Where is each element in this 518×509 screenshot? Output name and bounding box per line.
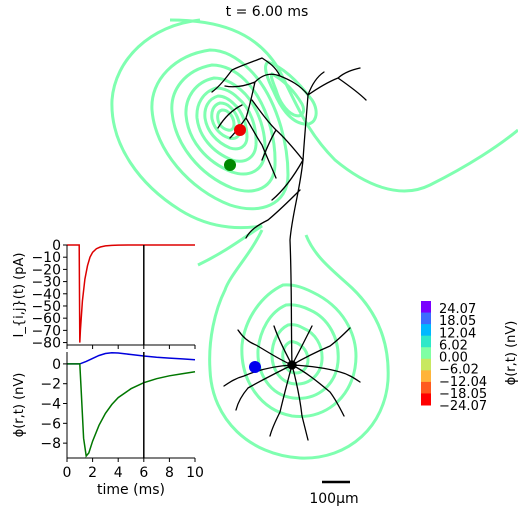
colorbar-swatch: [421, 393, 431, 406]
contour-outer-left: [110, 18, 263, 267]
blue-electrode-dot: [249, 361, 261, 373]
colorbar-tick-label: −6.02: [439, 363, 479, 378]
figure-title: t = 6.00 ms: [226, 4, 309, 20]
extracellular-potential-xlabel: time (ms): [97, 482, 165, 498]
contour-bottom-ring-3: [270, 323, 324, 386]
contour-ring-6: [210, 101, 242, 140]
extracellular-potential-ylabel: ϕ(r,t) (nV): [12, 373, 27, 438]
potential-colorbar: 24.0718.0512.046.020.00−6.02−12.04−18.05…: [421, 301, 518, 414]
extracellular-potential-ytick-label: 0: [52, 357, 61, 373]
contour-right-lobe-1: [264, 60, 318, 126]
colorbar-label: ϕ(r,t) (nV): [504, 321, 518, 386]
extracellular-potential-xtick-label: 2: [88, 465, 97, 481]
colorbar-tick-label: −12.04: [439, 375, 487, 390]
synaptic-current-ytick-label: 0: [52, 238, 61, 254]
extracellular-potential-xtick-label: 6: [139, 465, 148, 481]
contour-ring-3: [184, 76, 267, 176]
extracellular-potential-ytick-label: −4: [40, 397, 61, 413]
synaptic-current-ytick-label: −40: [31, 287, 61, 303]
colorbar-tick-label: 6.02: [439, 338, 468, 353]
colorbar-swatch: [421, 301, 431, 314]
colorbar-swatch: [421, 335, 431, 348]
colorbar-swatch: [421, 312, 431, 325]
extracellular-potential-xtick-label: 4: [114, 465, 123, 481]
colorbar-swatch: [421, 370, 431, 383]
extracellular-potential-ytick-label: −2: [40, 377, 61, 393]
extracellular-potential-ytick-label: −6: [40, 416, 61, 432]
colorbar-tick-label: −18.05: [439, 387, 487, 402]
colorbar-tick-label: 12.04: [439, 326, 476, 341]
colorbar-swatch: [421, 347, 431, 360]
synaptic-current-ytick-label: −20: [31, 262, 61, 278]
colorbar-tick-label: −24.07: [439, 399, 487, 414]
green-electrode-dot: [224, 159, 236, 171]
synaptic-current-ytick-label: −50: [31, 299, 61, 315]
synaptic-current-ytick-label: −60: [31, 311, 61, 327]
colorbar-tick-label: 24.07: [439, 302, 476, 317]
colorbar-swatch: [421, 324, 431, 337]
isopotential-contours: [110, 18, 518, 460]
extracellular-potential-series-0: [67, 352, 196, 365]
synaptic-current-ytick-label: −10: [31, 250, 61, 266]
contour-outer-top: [169, 18, 518, 193]
neuron-basal-dendrites: [223, 325, 361, 441]
contour-ring-7: [216, 108, 236, 132]
synaptic-current-chart: 0−10−20−30−40−50−60−70−80 I_{i,j}(t) (pA): [12, 238, 196, 352]
extracellular-potential-chart: 0−2−4−6−80 2 4 6 8 10ϕ(r,t) (nV)time (ms): [12, 352, 204, 498]
colorbar-swatch: [421, 358, 431, 371]
contour-ring-5: [203, 94, 249, 151]
neuron-apical-trunk: [289, 94, 309, 366]
electrode-dots: [224, 124, 261, 373]
neuron-morphology: [211, 57, 367, 441]
contour-bottom-outer: [208, 229, 390, 460]
contour-bottom-ring-2: [256, 303, 340, 400]
red-electrode-dot: [234, 124, 246, 136]
extracellular-potential-series-1: [67, 363, 196, 458]
synaptic-current-series-0: [67, 244, 195, 343]
colorbar-tick-label: 18.05: [439, 314, 476, 329]
synaptic-current-ytick-label: −80: [31, 336, 61, 352]
extracellular-potential-ytick-label: −8: [40, 436, 61, 452]
colorbar-tick-label: 0.00: [439, 351, 468, 366]
synaptic-current-ylabel: I_{i,j}(t) (pA): [12, 253, 27, 338]
scale-bar-label: 100μm: [309, 491, 358, 507]
synaptic-current-ytick-label: −70: [31, 323, 61, 339]
contour-ring-4: [195, 86, 258, 163]
contour-bottom-ring-4: [281, 340, 310, 375]
contour-ring-1: [150, 48, 290, 211]
colorbar-swatch: [421, 381, 431, 394]
neuron-soma: [287, 360, 297, 370]
extracellular-potential-xtick-label: 10: [186, 465, 204, 481]
contour-right-lobe-2: [269, 72, 306, 118]
contour-bottom-ring-1: [240, 283, 358, 418]
extracellular-potential-xtick-label: 0: [63, 465, 72, 481]
synaptic-current-ytick-label: −30: [31, 275, 61, 291]
contour-ring-2: [170, 63, 277, 193]
extracellular-potential-xtick-label: 8: [165, 465, 174, 481]
